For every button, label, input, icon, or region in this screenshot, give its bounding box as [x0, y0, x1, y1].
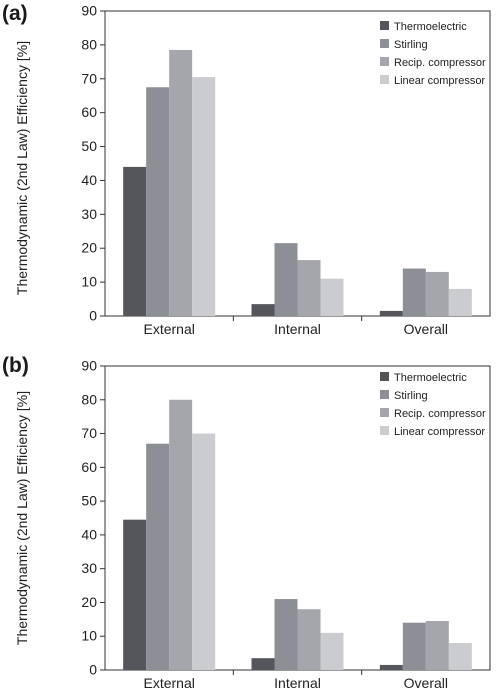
bar-a-0-3: [192, 77, 216, 316]
y-tick-label-b: 80: [81, 391, 97, 407]
panel-label-a: (a): [2, 2, 28, 25]
legend-label-b-1: Stirling: [394, 390, 428, 402]
legend-swatch-a-0: [380, 21, 389, 30]
x-tick-label-a: External: [143, 321, 194, 337]
legend-swatch-a-3: [380, 75, 389, 84]
y-tick-label-a: 20: [81, 240, 97, 256]
bar-chart-a: 0 10 20 30 40 50 60 70 80 90 External Internal Overa…: [81, 3, 491, 337]
y-tick-label-b: 60: [81, 459, 97, 475]
legend-label-b-0: Thermoelectric: [394, 372, 467, 384]
chart-panel-a: (a) Thermodynamic (2nd Law) Efficiency […: [0, 0, 498, 340]
bar-b-1-1: [274, 599, 298, 670]
y-tick-label-b: 90: [81, 358, 97, 374]
chart-panel-b: (b) Thermodynamic (2nd Law) Efficiency […: [0, 352, 498, 693]
bar-a-1-3: [320, 278, 344, 316]
y-tick-label-a: 10: [81, 274, 97, 290]
legend-swatch-b-3: [380, 426, 389, 435]
x-tick-label-a: Overall: [404, 321, 448, 337]
x-tick-label-b: Internal: [274, 675, 321, 691]
bar-a-2-1: [402, 268, 426, 316]
y-tick-label-b: 40: [81, 526, 97, 542]
bar-b-2-3: [448, 642, 472, 670]
y-tick-label-b: 20: [81, 594, 97, 610]
bar-a-2-2: [425, 271, 449, 316]
legend-swatch-b-1: [380, 390, 389, 399]
bar-b-1-2: [297, 609, 321, 670]
bar-a-2-0: [379, 310, 403, 316]
panel-label-b: (b): [2, 354, 29, 377]
bar-b-0-3: [192, 433, 216, 670]
bar-a-1-2: [297, 260, 321, 316]
legend-swatch-b-0: [380, 372, 389, 381]
bar-chart-b: 0 10 20 30 40 50 60 70 80 90 External Internal Overa…: [81, 358, 491, 691]
x-tick-label-a: Internal: [274, 321, 321, 337]
y-tick-label-a: 50: [81, 138, 97, 154]
x-tick-label-b: External: [143, 675, 194, 691]
bar-b-2-1: [402, 622, 426, 670]
y-tick-label-a: 30: [81, 206, 97, 222]
legend-swatch-a-2: [380, 57, 389, 66]
legend-label-a-3: Linear compressor: [394, 75, 485, 87]
y-tick-label-a: 40: [81, 172, 97, 188]
bar-b-1-0: [251, 658, 275, 670]
legend-swatch-b-2: [380, 408, 389, 417]
bar-b-0-0: [123, 519, 147, 670]
x-tick-label-b: Overall: [404, 675, 448, 691]
bar-a-2-3: [448, 288, 472, 316]
bar-b-1-3: [320, 632, 344, 670]
y-tick-label-b: 10: [81, 628, 97, 644]
y-tick-label-b: 0: [89, 662, 97, 678]
bar-b-2-2: [425, 621, 449, 670]
legend-label-a-1: Stirling: [394, 39, 428, 51]
bar-a-0-0: [123, 166, 147, 316]
bar-b-0-1: [146, 443, 170, 670]
legend-label-b-3: Linear compressor: [394, 426, 485, 438]
y-tick-label-a: 60: [81, 104, 97, 120]
legend-label-a-0: Thermoelectric: [394, 21, 467, 33]
bar-a-0-1: [146, 87, 170, 316]
bar-a-1-0: [251, 304, 275, 316]
bar-b-2-0: [379, 664, 403, 670]
bar-a-1-1: [274, 243, 298, 316]
legend-label-b-2: Recip. compressor: [394, 408, 486, 420]
legend-swatch-a-1: [380, 39, 389, 48]
bar-a-0-2: [169, 49, 193, 316]
y-tick-label-b: 30: [81, 560, 97, 576]
y-tick-label-b: 50: [81, 493, 97, 509]
bar-b-0-2: [169, 399, 193, 670]
y-tick-label-a: 90: [81, 3, 97, 19]
y-tick-label-a: 80: [81, 36, 97, 52]
y-tick-label-a: 0: [89, 308, 97, 324]
y-tick-label-a: 70: [81, 70, 97, 86]
legend-label-a-2: Recip. compressor: [394, 57, 486, 69]
y-tick-label-b: 70: [81, 425, 97, 441]
